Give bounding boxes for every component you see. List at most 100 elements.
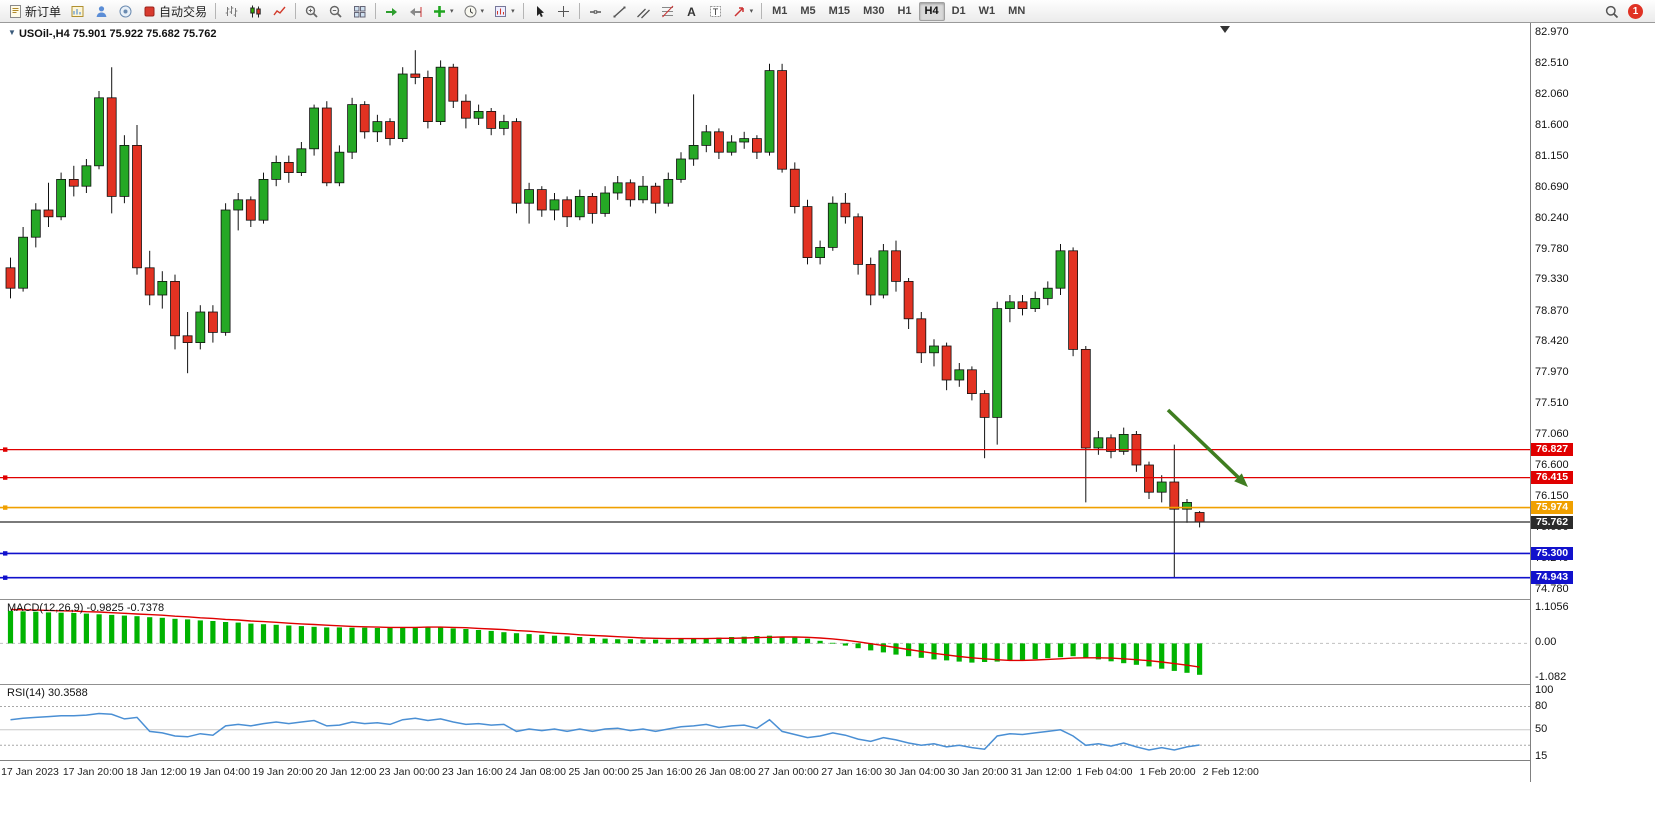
macd-chart-svg[interactable] (0, 600, 1530, 684)
templates-button[interactable]: ▾ (489, 2, 519, 21)
price-axis-label: 77.510 (1535, 397, 1569, 410)
svg-text:T: T (712, 7, 718, 17)
fibonacci-button[interactable] (656, 2, 679, 21)
price-axis-label: 76.600 (1535, 459, 1569, 471)
price-axis[interactable]: 82.970 82.510 82.060 81.600 81.150 80.690 80.2… (1530, 23, 1655, 782)
autotrade-icon (144, 6, 155, 16)
candlestick-chart-button[interactable] (244, 2, 267, 21)
auto-trading-button[interactable]: 自动交易 (138, 2, 211, 21)
rsi-chart-svg[interactable] (0, 685, 1530, 761)
time-axis[interactable]: 17 Jan 2023 17 Jan 20:00 18 Jan 12:00 19 Ja… (0, 760, 1530, 783)
bar-chart-button[interactable] (220, 2, 243, 21)
timeframe-mn-button[interactable]: MN (1002, 2, 1031, 21)
price-axis-label: 81.600 (1535, 119, 1569, 131)
time-axis-label: 1 Feb 20:00 (1139, 766, 1196, 778)
macd-signal-line (10, 608, 1200, 668)
tile-windows-button[interactable] (348, 2, 371, 21)
timeframe-m5-button[interactable]: M5 (794, 2, 821, 21)
time-axis-label: 23 Jan 16:00 (442, 766, 503, 778)
zoom-out-button[interactable] (324, 2, 347, 21)
time-axis-label: 25 Jan 16:00 (631, 766, 693, 778)
zoomin-icon (305, 5, 318, 18)
notification-badge[interactable]: 1 (1628, 3, 1643, 19)
new-chart-button[interactable] (66, 2, 89, 21)
arrows-button[interactable]: ▾ (728, 2, 758, 21)
candlestick-chart-svg[interactable] (0, 23, 1530, 599)
auto-scroll-button[interactable] (380, 2, 403, 21)
new-order-button[interactable]: 新订单 (4, 2, 65, 21)
strategy-tester-button[interactable] (114, 2, 137, 21)
linechart-icon (273, 6, 286, 15)
timeframe-m30-button[interactable]: M30 (857, 2, 890, 21)
time-axis-label: 17 Jan 2023 (1, 766, 59, 778)
time-axis-label: 20 Jan 12:00 (315, 766, 377, 778)
timeframe-m15-button[interactable]: M15 (823, 2, 856, 21)
grid-icon (354, 5, 366, 17)
price-axis-label: 77.060 (1535, 427, 1569, 440)
hline-icon (589, 9, 601, 14)
candles (5, 50, 1205, 578)
timeframe-w1-button[interactable]: W1 (973, 2, 1002, 21)
macd-indicator-label: MACD(12,26,9) -0.9825 -0.7378 (7, 602, 165, 614)
rsi-panel[interactable] (0, 684, 1530, 761)
dropdown-caret-icon: ▾ (511, 8, 515, 15)
time-axis-label: 26 Jan 08:00 (694, 766, 756, 778)
time-axis-label: 31 Jan 12:00 (1010, 766, 1072, 778)
timeframe-m1-button[interactable]: M1 (766, 2, 793, 21)
timeframe-h4-button[interactable]: H4 (918, 1, 945, 21)
zoomout-icon (329, 5, 342, 18)
rsi-axis-label: 15 (1535, 750, 1548, 762)
time-axis-label: 2 Feb 12:00 (1202, 766, 1259, 778)
trend-arrow-annotation[interactable] (1166, 408, 1248, 487)
text-button[interactable]: A (680, 2, 703, 21)
price-axis-label: 76.150 (1535, 489, 1569, 502)
time-axis-label: 27 Jan 16:00 (821, 766, 882, 778)
bars-icon (225, 5, 238, 17)
toolbar-separator (215, 3, 217, 19)
time-axis-label: 17 Jan 20:00 (62, 766, 124, 778)
toolbar-separator (522, 3, 524, 19)
periods-button[interactable]: ▾ (459, 2, 489, 21)
text-label-button[interactable]: T (704, 2, 727, 21)
horizontal-lines[interactable] (0, 447, 1530, 580)
toolbar-separator (295, 3, 297, 19)
clock-icon (464, 5, 477, 17)
cursor-button[interactable] (528, 2, 551, 21)
candles-icon (250, 5, 261, 17)
line-chart-button[interactable] (268, 2, 291, 21)
chart-shift-button[interactable] (404, 2, 427, 21)
price-axis-label: 79.780 (1535, 242, 1569, 255)
main-price-chart[interactable] (0, 23, 1530, 599)
time-axis-label: 24 Jan 08:00 (505, 766, 566, 778)
price-axis-label: 80.240 (1535, 211, 1569, 224)
symbol-title: ▼ USOil-,H4 75.901 75.922 75.682 75.762 (8, 28, 217, 40)
profiles-button[interactable] (90, 2, 113, 21)
chart-shift-marker-icon[interactable] (1220, 26, 1230, 33)
macd-panel[interactable] (0, 599, 1530, 684)
zoom-in-button[interactable] (300, 2, 323, 21)
rsi-axis-label: 50 (1535, 722, 1548, 735)
trend-icon (613, 6, 626, 17)
search-button[interactable] (1600, 2, 1623, 21)
timeframe-d1-button[interactable]: D1 (946, 2, 972, 21)
time-axis-label: 27 Jan 00:00 (758, 766, 819, 778)
horizontal-line-button[interactable] (584, 2, 607, 21)
macd-axis-label: 0.00 (1535, 636, 1557, 649)
trendline-button[interactable] (608, 2, 631, 21)
cursor-icon (536, 5, 544, 17)
price-axis-label: 82.510 (1535, 57, 1569, 70)
symbol-collapse-icon[interactable]: ▼ (8, 28, 16, 37)
time-axis-label: 30 Jan 04:00 (884, 766, 946, 778)
equidistant-channel-button[interactable] (632, 2, 655, 21)
timeframe-h1-button[interactable]: H1 (891, 2, 917, 21)
line-price-tag: 75.974 (1531, 501, 1573, 515)
time-axis-label: 19 Jan 04:00 (189, 766, 250, 778)
indicators-button[interactable]: ▾ (428, 2, 458, 21)
crosshair-button[interactable] (552, 2, 575, 21)
rsi-axis-label: 80 (1535, 699, 1548, 712)
toolbar: 新订单 自动交易 ▾ ▾ ▾ A T ▾ M1 M5 M15 M30 H1 H4 D1 W1 MN 1 (0, 0, 1655, 23)
macd-histogram (7, 610, 1203, 675)
macd-axis-label: 1.1056 (1535, 601, 1569, 613)
arrowsym-icon (734, 6, 744, 17)
